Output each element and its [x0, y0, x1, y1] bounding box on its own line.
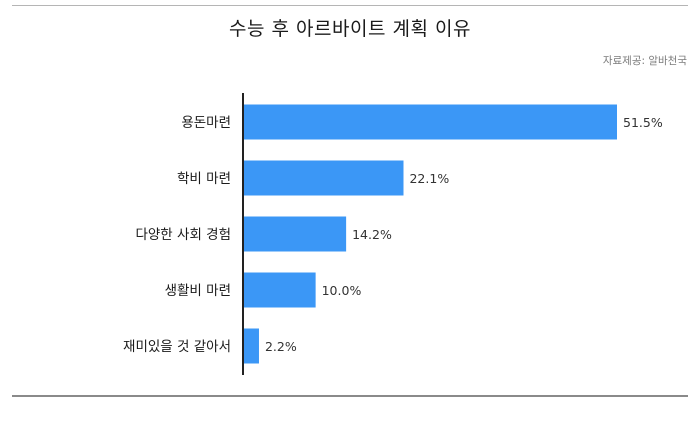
bar-2 — [243, 160, 404, 196]
category-label-1: 용돈마련 — [181, 115, 231, 131]
value-label-4: 10.0% — [322, 283, 362, 298]
category-label-5: 재미있을 것 같아서 — [123, 339, 231, 355]
value-label-5: 2.2% — [265, 339, 297, 354]
category-label-2: 학비 마련 — [177, 171, 231, 187]
source-credit: 자료제공: 알바천국 — [602, 55, 687, 67]
category-label-4: 생활비 마련 — [165, 283, 231, 299]
category-label-3: 다양한 사회 경험 — [135, 227, 231, 243]
bar-1 — [243, 104, 617, 140]
value-labels-group: 51.5% 22.1% 14.2% 10.0% 2.2% — [265, 115, 663, 354]
chart-title: 수능 후 아르바이트 계획 이유 — [229, 18, 471, 40]
top-rule — [12, 5, 688, 6]
bar-5 — [243, 328, 259, 364]
bars-group — [243, 104, 617, 364]
bar-3 — [243, 216, 347, 252]
bottom-rule — [12, 395, 688, 397]
value-label-3: 14.2% — [352, 227, 392, 242]
bar-4 — [243, 272, 316, 308]
value-label-1: 51.5% — [623, 115, 663, 130]
value-label-2: 22.1% — [409, 171, 449, 186]
